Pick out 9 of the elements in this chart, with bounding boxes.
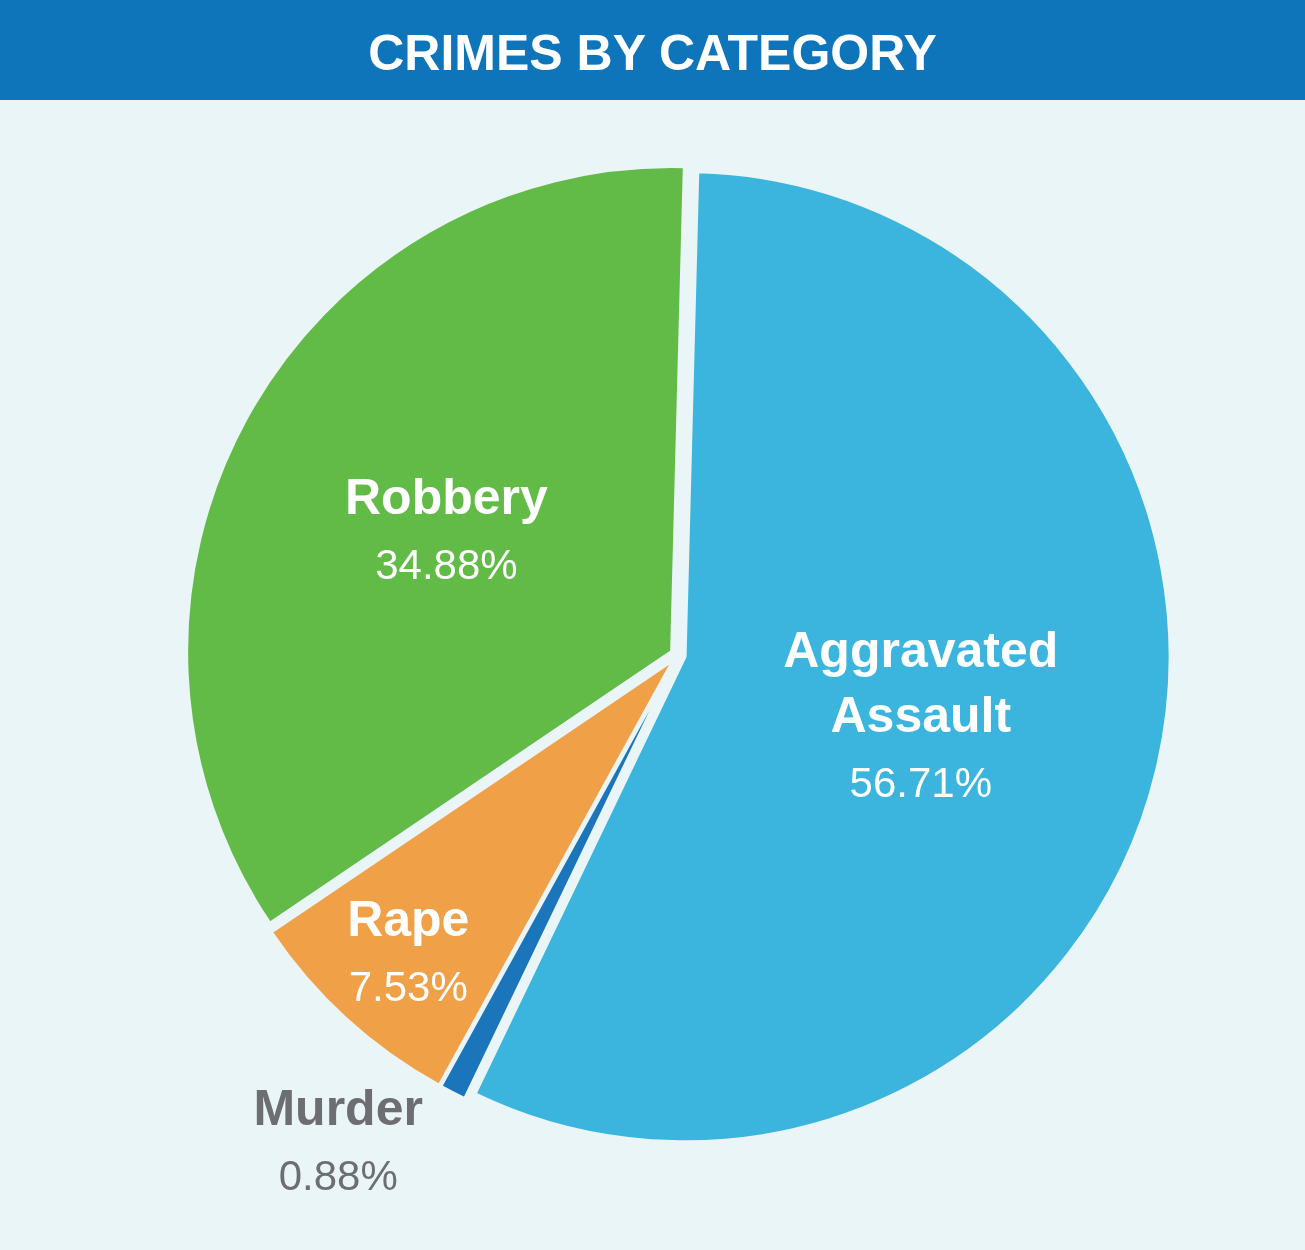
data-label: 34.88% xyxy=(375,540,518,588)
slice-label: Murder xyxy=(253,1080,423,1137)
slice-label: Rape xyxy=(347,891,470,948)
data-label: 7.53% xyxy=(348,963,468,1011)
chart-title: CRIMES BY CATEGORY xyxy=(368,24,937,81)
slice-label: Robbery xyxy=(344,468,548,525)
slice-label: Aggravated Assault xyxy=(783,621,1059,743)
data-label: 0.88% xyxy=(278,1152,398,1200)
data-label: 56.71% xyxy=(849,758,993,806)
